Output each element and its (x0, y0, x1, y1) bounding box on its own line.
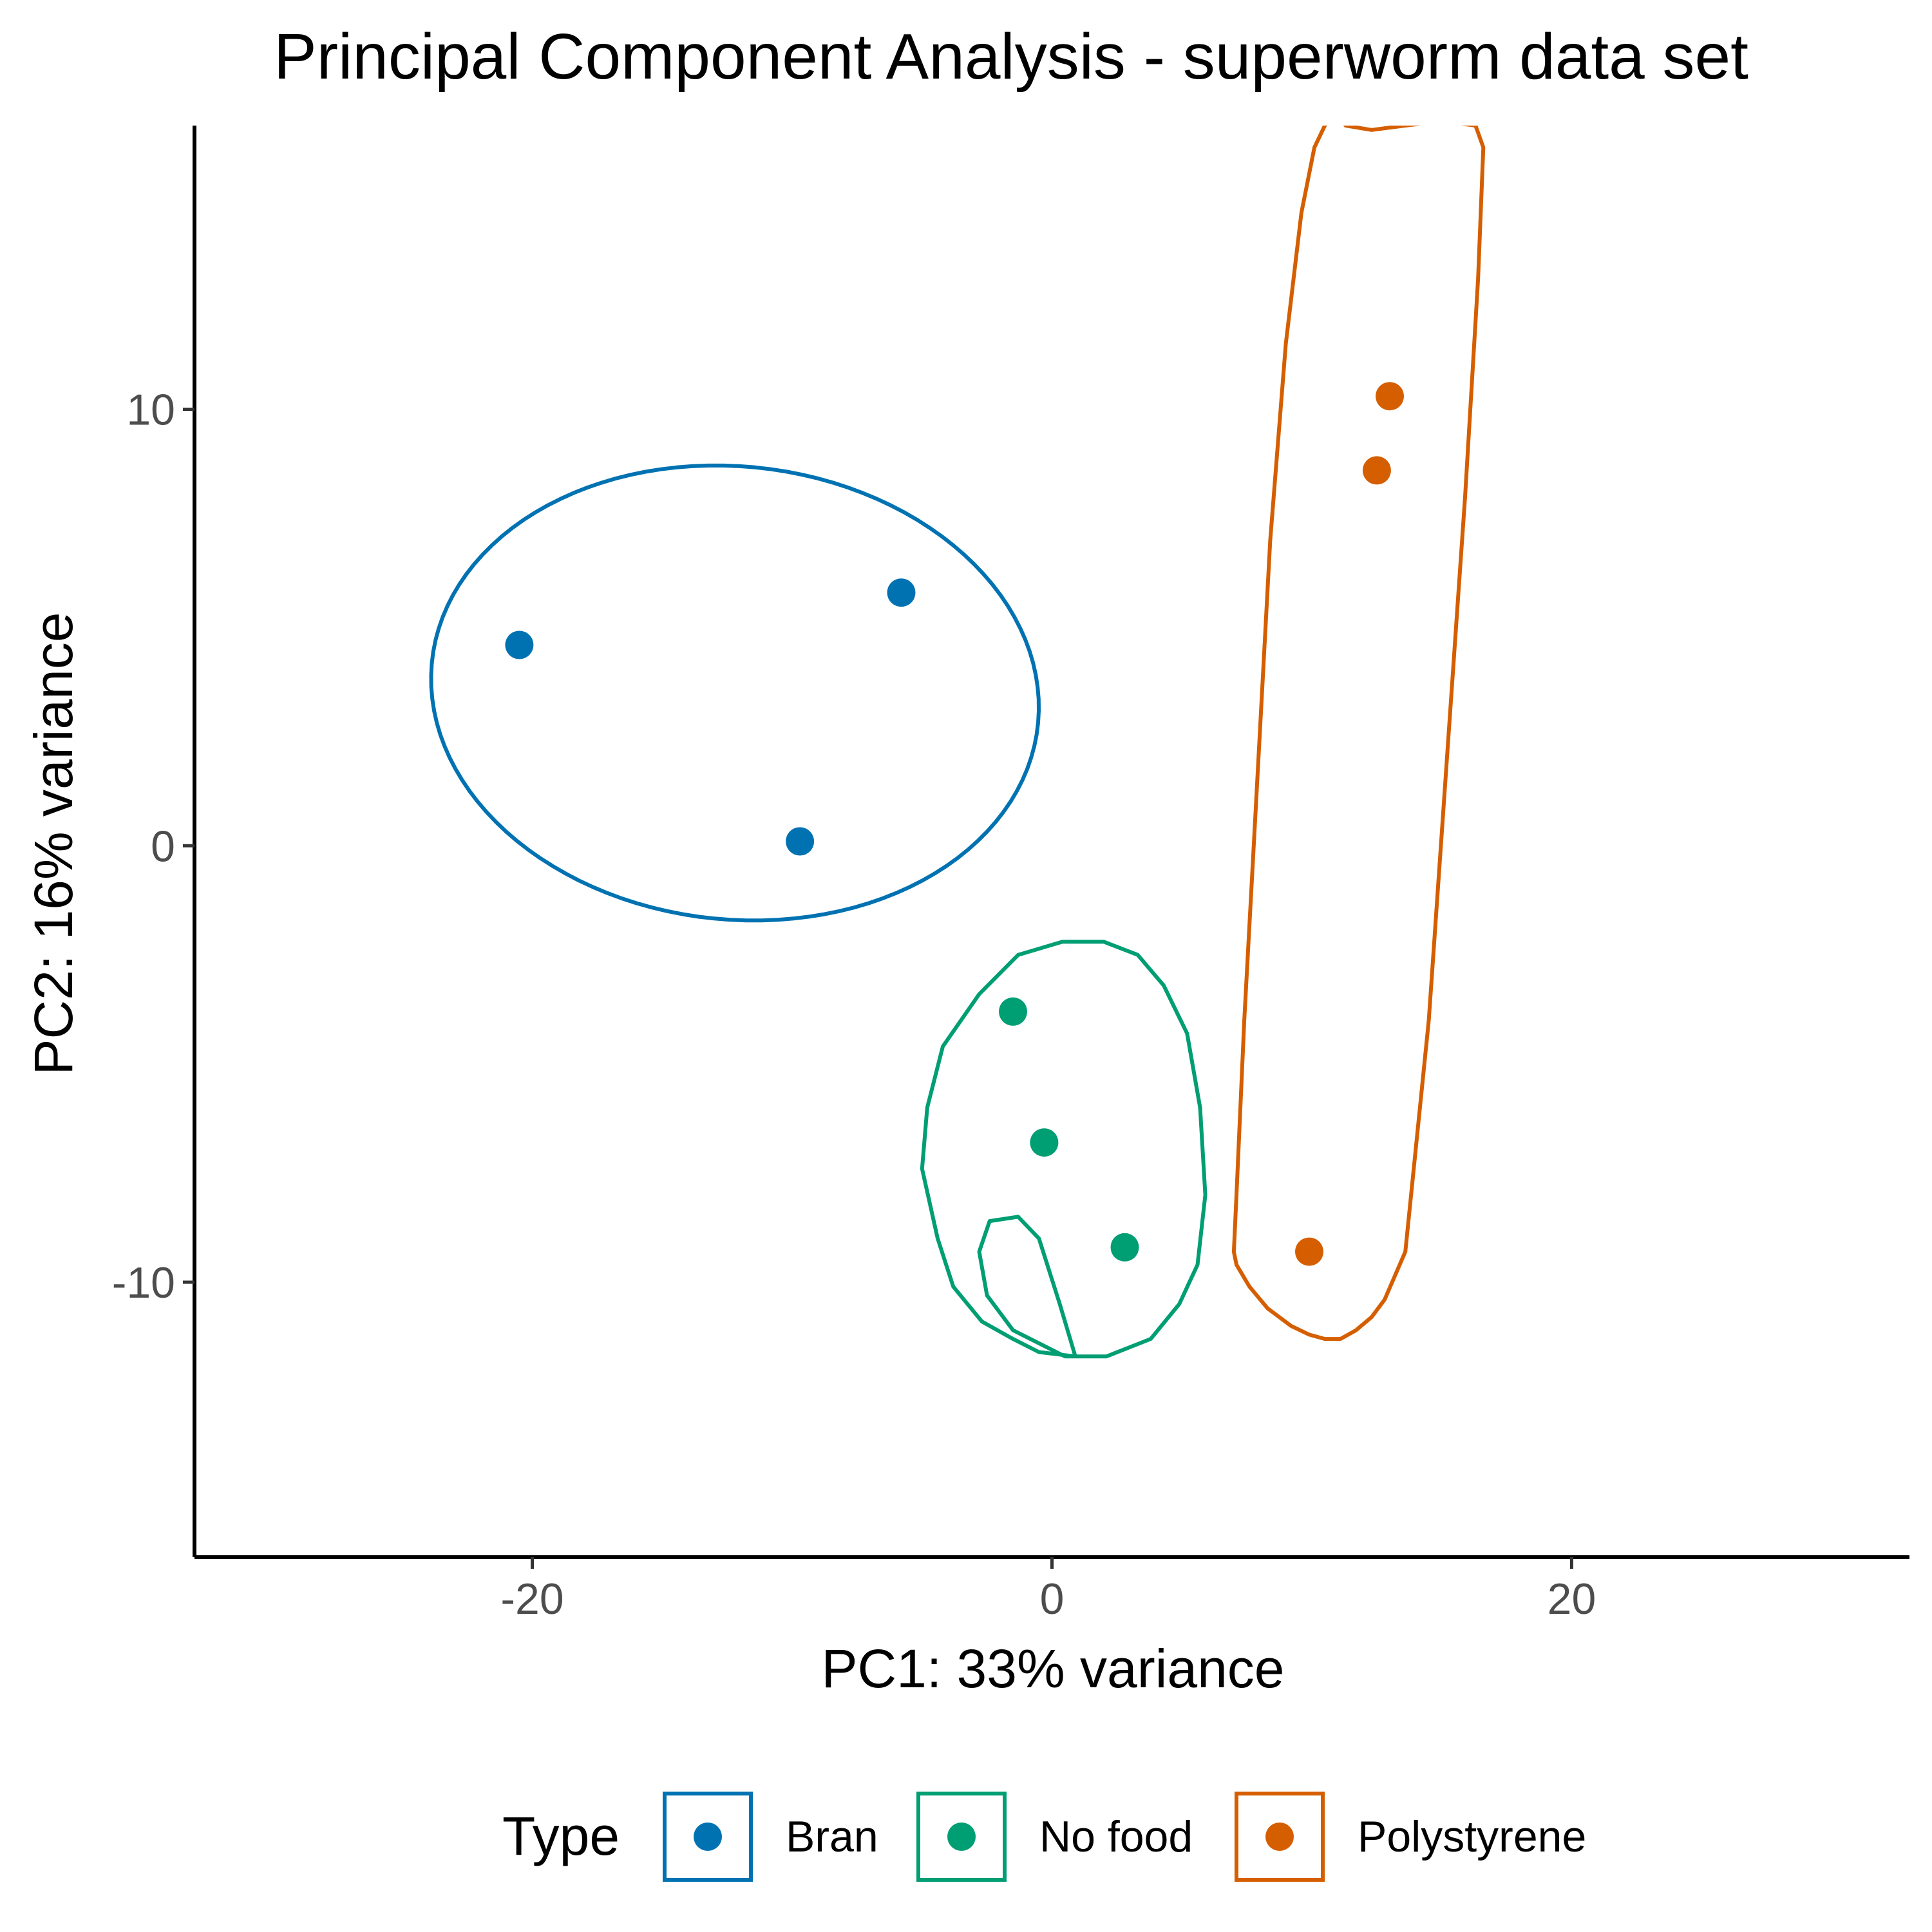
x-axis-title: PC1: 33% variance (821, 1638, 1284, 1699)
legend-marker-polystyrene (1265, 1823, 1294, 1851)
axis-ticks: -20 0 20 -10 0 10 (112, 386, 1596, 1624)
no-food-point (1030, 1128, 1059, 1157)
legend-label-no-food: No food (1039, 1812, 1193, 1861)
x-tick-label: 20 (1548, 1575, 1596, 1624)
y-tick-label: 10 (126, 386, 175, 435)
bran-point (505, 630, 534, 659)
polystyrene-point (1295, 1237, 1323, 1266)
polystyrene-ellipse (1231, 126, 1486, 1341)
polystyrene-point (1362, 456, 1391, 485)
bran-ellipse (429, 463, 1041, 923)
legend-item-bran: Bran (663, 1792, 878, 1882)
confidence-ellipses (429, 126, 1486, 1359)
x-tick-label: 0 (1040, 1575, 1065, 1624)
y-tick-label: -10 (112, 1258, 175, 1307)
bran-point (887, 578, 916, 607)
polystyrene-point (1376, 382, 1404, 411)
no-food-point (1110, 1233, 1139, 1262)
legend-label-polystyrene: Polystyrene (1358, 1812, 1586, 1861)
legend-marker-bran (694, 1823, 722, 1851)
legend-label-bran: Bran (786, 1812, 878, 1861)
legend-item-polystyrene: Polystyrene (1235, 1792, 1586, 1882)
data-points (505, 382, 1404, 1266)
no-food-ellipse (920, 940, 1208, 1359)
y-axis-title: PC2: 16% variance (23, 612, 84, 1075)
bran-point (786, 827, 815, 856)
y-tick-label: 0 (151, 822, 175, 871)
chart-title: Principal Component Analysis - superworm… (274, 21, 1748, 93)
legend-item-no-food: No food (916, 1792, 1193, 1882)
x-tick-label: -20 (500, 1575, 564, 1624)
legend-title: Type (502, 1806, 620, 1866)
legend: Type Bran No food Polystyrene (502, 1792, 1586, 1882)
legend-key-bran (663, 1792, 753, 1882)
legend-key-polystyrene (1235, 1792, 1325, 1882)
no-food-point (999, 997, 1027, 1026)
legend-key-no-food (916, 1792, 1007, 1882)
legend-marker-no-food (947, 1823, 976, 1851)
